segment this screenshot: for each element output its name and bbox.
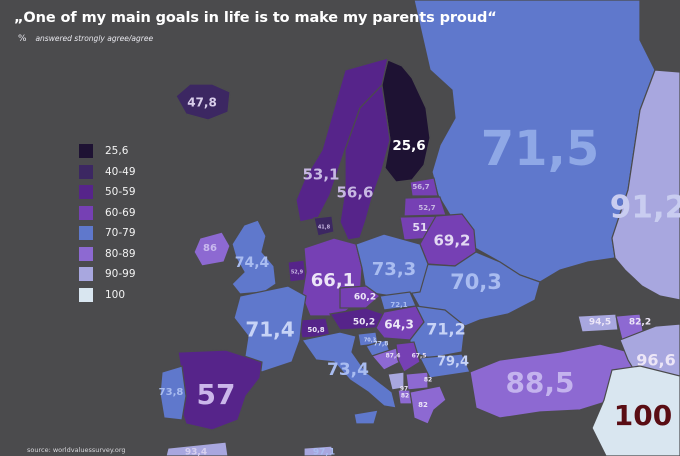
- value-label-hungary: 64,3: [384, 318, 414, 332]
- value-label-albania: 82: [401, 393, 409, 400]
- legend-swatch: [79, 287, 93, 302]
- value-label-latvia: 52,7: [418, 204, 435, 212]
- value-label-ukraine: 70,3: [450, 270, 502, 294]
- value-label-montenegro: 97: [400, 386, 408, 393]
- value-label-austria: 50,2: [353, 318, 375, 328]
- value-label-russia: 71,5: [481, 121, 599, 177]
- region-france: [233, 285, 307, 373]
- legend: 25,6 40-49 50-59 60-69 70-79 80-89 90-99…: [79, 141, 136, 305]
- legend-label: 70-79: [105, 227, 136, 240]
- value-label-lithuania: 51: [412, 221, 427, 234]
- value-label-algeria: 93,4: [185, 448, 207, 456]
- legend-item: 25,6: [79, 141, 136, 162]
- legend-label: 50-59: [105, 186, 136, 199]
- source-credit: source: worldvaluessurvey.org: [27, 446, 126, 454]
- value-label-spain: 57: [197, 378, 236, 411]
- value-label-italy: 73,4: [327, 360, 369, 380]
- value-label-romania: 71,2: [426, 320, 465, 339]
- region-kazakhstan: [611, 69, 680, 301]
- legend-swatch: [79, 246, 93, 261]
- legend-item: 100: [79, 285, 136, 306]
- legend-label: 90-99: [105, 268, 136, 281]
- legend-swatch: [79, 267, 93, 282]
- region-denmark: [313, 215, 335, 237]
- region-iran: [591, 365, 680, 456]
- region-serbia: [395, 341, 421, 373]
- value-label-czechia: 60,2: [354, 293, 376, 303]
- legend-swatch: [79, 164, 93, 179]
- value-label-ireland: 86: [203, 243, 217, 254]
- value-label-switzerland: 50,8: [307, 326, 324, 334]
- legend-swatch: [79, 144, 93, 159]
- percent-sign: %: [18, 34, 27, 44]
- subtitle-note: answered strongly agree/agree: [35, 34, 154, 43]
- legend-label: 25,6: [105, 145, 129, 158]
- value-label-serbia: 67,5: [412, 353, 427, 360]
- value-label-norway: 53,1: [302, 166, 339, 184]
- legend-label: 100: [105, 288, 126, 301]
- region-algeria: [165, 441, 229, 456]
- legend-swatch: [79, 185, 93, 200]
- region-iceland: [175, 83, 231, 121]
- region-cyprus: [303, 445, 333, 456]
- region-georgia: [577, 313, 619, 333]
- map-subtitle: % answered strongly agree/agree: [18, 34, 153, 44]
- value-label-turkey: 88,5: [505, 366, 574, 399]
- region-montenegro: [387, 371, 405, 391]
- value-label-belarus: 69,2: [433, 232, 470, 250]
- region-poland: [355, 233, 429, 297]
- legend-label: 40-49: [105, 165, 136, 178]
- legend-item: 90-99: [79, 264, 136, 285]
- region-portugal: [159, 365, 187, 421]
- value-label-slovenia: 70,3: [364, 338, 377, 344]
- value-label-germany: 66,1: [311, 270, 355, 291]
- value-labels: 47,8 25,6 71,5 91,2 53,156,6 56,7 52,7 51 69,2 41…: [159, 96, 680, 456]
- region-norway: [295, 57, 389, 223]
- legend-item: 50-59: [79, 182, 136, 203]
- legend-item: 60-69: [79, 203, 136, 224]
- value-label-denmark: 41,8: [318, 225, 331, 231]
- value-label-cyprus: 97,1: [313, 448, 335, 456]
- value-label-north-macedonia: 82: [424, 377, 432, 384]
- legend-item: 40-49: [79, 162, 136, 183]
- region-sicily: [353, 409, 379, 425]
- value-label-finland: 25,6: [392, 138, 425, 154]
- value-label-slovakia: 72,1: [390, 301, 407, 309]
- map-title: „One of my main goals in life is to make…: [14, 10, 497, 26]
- value-label-poland: 73,3: [372, 259, 416, 280]
- region-azerbaijan: [619, 323, 680, 381]
- legend-label: 60-69: [105, 206, 136, 219]
- value-label-greece: 82: [418, 401, 428, 409]
- value-label-kazakhstan: 91,2: [610, 190, 680, 226]
- value-label-portugal: 73,8: [159, 387, 184, 398]
- legend-swatch: [79, 205, 93, 220]
- region-czechia: [339, 285, 381, 309]
- legend-swatch: [79, 226, 93, 241]
- legend-item: 70-79: [79, 223, 136, 244]
- region-estonia: [409, 177, 439, 197]
- region-ireland: [193, 231, 231, 267]
- value-label-netherlands: 52,9: [291, 270, 304, 276]
- value-label-iceland: 47,8: [187, 96, 217, 110]
- value-label-france: 71,4: [245, 318, 294, 342]
- value-label-azerbaijan: 96,6: [636, 351, 675, 370]
- value-label-estonia: 56,7: [412, 183, 429, 191]
- value-label-iran: 100: [614, 399, 672, 432]
- legend-label: 80-89: [105, 247, 136, 260]
- region-greece: [409, 385, 447, 425]
- value-label-bosnia: 87,4: [386, 353, 401, 360]
- legend-item: 80-89: [79, 244, 136, 265]
- value-label-great-britain: 74,4: [235, 255, 270, 271]
- value-label-sweden: 56,6: [336, 184, 373, 202]
- region-italy: [300, 331, 397, 409]
- value-label-armenia: 82,2: [629, 318, 651, 328]
- region-sweden: [339, 83, 391, 241]
- value-label-georgia: 94,5: [589, 318, 611, 328]
- value-label-bulgaria: 79,4: [437, 355, 469, 370]
- value-label-croatia: 77,8: [374, 341, 389, 348]
